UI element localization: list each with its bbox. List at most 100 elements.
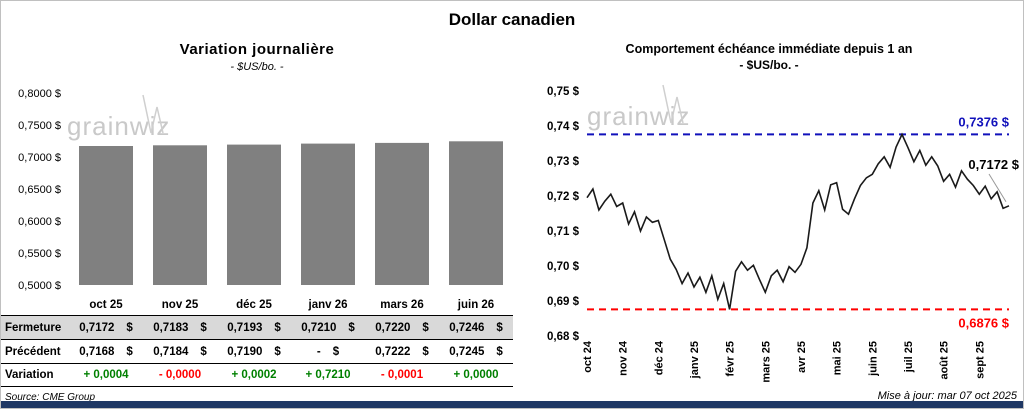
table-cell-value: 0,7184	[153, 345, 189, 358]
table-cell-value: 0,7245	[449, 345, 485, 358]
table-cell: 0,7184 $	[143, 346, 217, 358]
table-month-cell: nov 25	[161, 299, 199, 311]
x-axis-tick: mars 25	[760, 341, 772, 383]
price-series	[586, 132, 1010, 310]
bar	[449, 141, 503, 285]
y-axis-tick: 0,5000 $	[18, 280, 61, 292]
y-axis-tick: 0,74 $	[547, 121, 580, 133]
bar	[153, 145, 207, 285]
table-month-cell: juin 26	[457, 299, 495, 311]
x-axis-tick: juin 25	[867, 341, 879, 377]
table-cell-value: + 0,7210	[305, 369, 351, 381]
table-cell: - 0,0001	[365, 369, 439, 381]
table-cell: 0,7190 $	[217, 346, 291, 358]
table-cell: 0,7245 $	[439, 346, 513, 358]
table-cell-value: + 0,0002	[231, 369, 277, 381]
table-cell: 0,7210 $	[291, 322, 365, 334]
page-title: Dollar canadien	[448, 10, 576, 29]
table-cell-value: 0,7183	[153, 321, 189, 334]
table-row: Variation + 0,0004 - 0,0000 + 0,0002 + 0,721…	[1, 363, 513, 387]
table-cell: + 0,0004	[69, 369, 143, 381]
y-axis-tick: 0,7500 $	[18, 120, 61, 132]
table-month-cell: janv 26	[308, 299, 348, 311]
watermark-bolt	[662, 84, 684, 124]
line-chart-title: Comportement échéance immédiate depuis 1…	[625, 42, 913, 56]
table-cell-value: 0,7172	[79, 321, 115, 334]
currency-sign: $	[496, 321, 503, 334]
table-cell-value: 0,7220	[375, 321, 411, 334]
line-chart-subtitle: - $US/bo. -	[739, 58, 799, 72]
y-axis-tick: 0,69 $	[547, 296, 580, 308]
bar	[79, 146, 133, 285]
table-cell: - 0,0000	[143, 369, 217, 381]
currency-sign: $	[274, 345, 281, 358]
currency-sign: $	[332, 345, 340, 358]
table-row: Fermeture 0,7172 $0,7183 $0,7193 $0,7210 $0,7…	[1, 315, 513, 339]
table-cell-value: 0,7190	[227, 345, 263, 358]
watermark-bolt	[142, 94, 164, 134]
table-cell-value: -	[316, 345, 321, 358]
table-cell-value: - 0,0000	[158, 369, 202, 381]
y-axis-tick: 0,70 $	[547, 261, 580, 273]
table-cell: + 0,7210	[291, 369, 365, 381]
table-row-label: Variation	[5, 369, 54, 381]
table-cell-value: 0,7168	[79, 345, 115, 358]
table-cell: 0,7193 $	[217, 322, 291, 334]
bar	[301, 143, 355, 285]
x-axis-tick: avr 25	[796, 341, 808, 373]
update-note: Mise à jour: mar 07 oct 2025	[877, 390, 1017, 402]
x-axis-tick: déc 24	[653, 340, 665, 375]
table-row-label: Précédent	[5, 345, 61, 358]
table-month-header: oct 25 nov 25 déc 25 janv 26 mars 26 juin 26	[1, 295, 513, 315]
currency-sign: $	[126, 321, 133, 334]
last-price-label: 0,7172 $	[968, 157, 1019, 172]
bar-chart-subtitle: - $US/bo. -	[230, 61, 284, 73]
table-cell-value: + 0,0000	[453, 369, 499, 381]
bar-chart-title: Variation journalière	[179, 41, 335, 58]
x-axis-tick: mai 25	[832, 341, 844, 375]
table-cell: 0,7168 $	[69, 346, 143, 358]
table-month-cell: déc 25	[236, 299, 272, 311]
x-axis-tick: août 25	[939, 341, 951, 380]
end-label-connector	[988, 173, 1007, 203]
table-month-cell: mars 26	[380, 299, 424, 311]
table-cell: 0,7246 $	[439, 322, 513, 334]
y-axis-tick: 0,75 $	[547, 86, 580, 98]
y-axis-tick: 0,68 $	[547, 331, 580, 343]
table-cell: 0,7172 $	[69, 322, 143, 334]
table-cell: + 0,0002	[217, 369, 291, 381]
source-note: Source: CME Group	[5, 392, 96, 403]
x-axis-tick: oct 24	[582, 340, 594, 373]
table-cell-value: + 0,0004	[83, 369, 129, 381]
currency-sign: $	[200, 321, 207, 334]
price-table: oct 25 nov 25 déc 25 janv 26 mars 26 juin 26 F…	[1, 295, 513, 387]
bar	[375, 142, 429, 285]
y-axis-tick: 0,7000 $	[18, 152, 61, 164]
table-row-label: Fermeture	[5, 321, 62, 334]
currency-sign: $	[348, 321, 355, 334]
x-axis-tick: nov 24	[618, 340, 630, 376]
currency-sign: $	[496, 345, 503, 358]
y-axis-tick: 0,5500 $	[18, 248, 61, 260]
bar	[227, 144, 281, 285]
y-axis-tick: 0,72 $	[547, 191, 580, 203]
x-axis-tick: févr 25	[725, 341, 737, 376]
x-axis-tick: janv 25	[689, 341, 701, 379]
table-row: Précédent 0,7168 $0,7184 $0,7190 $ - $0,7222 $0…	[1, 339, 513, 363]
currency-sign: $	[422, 345, 429, 358]
table-cell-value: 0,7210	[301, 321, 337, 334]
y-axis-tick: 0,71 $	[547, 226, 580, 238]
x-axis-tick: juil 25	[903, 341, 915, 373]
table-month-cell: oct 25	[89, 299, 123, 311]
y-axis-tick: 0,6000 $	[18, 216, 61, 228]
table-cell: - $	[291, 346, 365, 358]
y-axis-tick: 0,73 $	[547, 156, 580, 168]
table-cell-value: - 0,0001	[380, 369, 424, 381]
currency-sign: $	[126, 345, 133, 358]
resistance-label: 0,7376 $	[958, 114, 1009, 129]
table-cell: 0,7183 $	[143, 322, 217, 334]
table-cell-value: 0,7193	[227, 321, 263, 334]
bar-chart: 0,8000 $ 0,7500 $ 0,7000 $ 0,6500 $ 0,6000 $…	[18, 88, 503, 292]
currency-sign: $	[422, 321, 429, 334]
